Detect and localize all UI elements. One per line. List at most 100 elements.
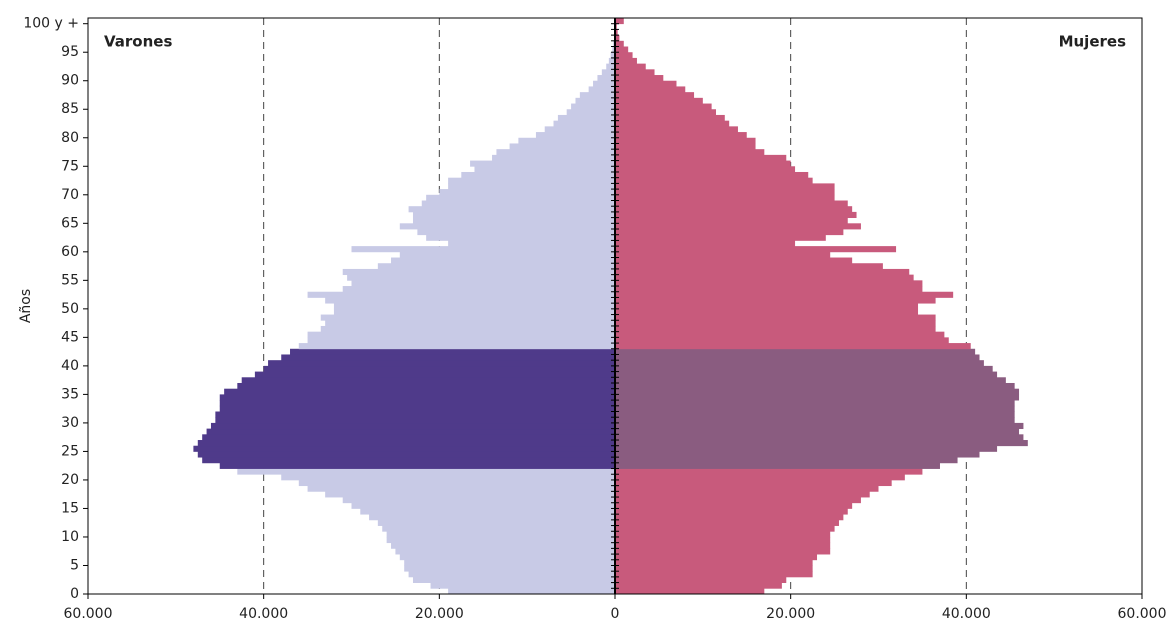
x-tick-label: 60.000 bbox=[64, 606, 113, 622]
bar bbox=[615, 377, 1006, 384]
x-tick-label: 20.000 bbox=[415, 606, 464, 622]
bar bbox=[615, 171, 809, 179]
bar bbox=[333, 308, 615, 315]
bar bbox=[615, 394, 1020, 401]
bar bbox=[615, 263, 883, 270]
bar bbox=[426, 194, 615, 201]
y-tick-label: 90 bbox=[61, 73, 79, 89]
bar bbox=[307, 291, 615, 298]
bar bbox=[263, 365, 615, 372]
bar bbox=[615, 491, 870, 498]
bar bbox=[615, 160, 791, 167]
bar bbox=[615, 103, 712, 110]
bar bbox=[615, 400, 1015, 407]
bar bbox=[215, 411, 615, 418]
y-tick-label: 25 bbox=[61, 443, 79, 459]
bar bbox=[492, 154, 615, 161]
bar bbox=[615, 80, 677, 87]
bar bbox=[219, 400, 615, 407]
bar bbox=[615, 257, 853, 264]
bar bbox=[210, 422, 615, 430]
bar bbox=[615, 542, 831, 549]
bar bbox=[439, 189, 615, 196]
bar bbox=[307, 485, 615, 492]
bar bbox=[615, 200, 848, 207]
bar bbox=[241, 377, 616, 384]
bar bbox=[601, 69, 615, 76]
bar bbox=[320, 325, 615, 333]
y-tick-label: 100 y + bbox=[23, 16, 79, 32]
bar bbox=[615, 365, 993, 372]
bar bbox=[615, 468, 923, 475]
bar bbox=[615, 497, 861, 504]
bar bbox=[615, 354, 980, 361]
bar bbox=[608, 57, 615, 65]
bar bbox=[448, 240, 615, 247]
bar bbox=[615, 548, 831, 555]
y-tick-label: 80 bbox=[61, 130, 79, 146]
bar bbox=[597, 75, 615, 82]
bar bbox=[615, 114, 725, 122]
bar bbox=[342, 497, 615, 504]
bar bbox=[615, 217, 848, 224]
x-tick-label: 20.000 bbox=[766, 606, 815, 622]
bar bbox=[615, 280, 923, 287]
bar bbox=[408, 206, 615, 213]
bar bbox=[377, 263, 615, 270]
y-tick-label: 70 bbox=[61, 187, 79, 203]
bar bbox=[615, 251, 831, 258]
bar bbox=[509, 143, 615, 150]
bar bbox=[615, 246, 897, 253]
bar bbox=[615, 211, 857, 219]
bar bbox=[412, 217, 615, 224]
bar bbox=[615, 434, 1024, 441]
bar bbox=[615, 126, 738, 133]
y-axis-label: Años bbox=[18, 289, 34, 323]
bar bbox=[386, 531, 615, 538]
bar bbox=[615, 75, 664, 82]
bar bbox=[325, 491, 615, 498]
bar bbox=[307, 331, 615, 338]
bar bbox=[615, 440, 1028, 447]
bar bbox=[615, 559, 813, 566]
bar bbox=[615, 291, 954, 298]
bar bbox=[615, 154, 787, 161]
bar bbox=[351, 246, 615, 253]
bar bbox=[496, 149, 615, 156]
bar bbox=[615, 234, 826, 241]
bar bbox=[224, 388, 615, 395]
y-tick-label: 95 bbox=[61, 44, 79, 60]
bar bbox=[325, 320, 615, 327]
bar bbox=[281, 474, 615, 481]
bar bbox=[307, 337, 615, 344]
bar bbox=[320, 314, 615, 321]
bar bbox=[615, 514, 844, 521]
x-tick-label: 40.000 bbox=[942, 606, 991, 622]
y-tick-label: 50 bbox=[61, 301, 79, 317]
bar bbox=[290, 348, 615, 355]
bar bbox=[615, 331, 945, 338]
y-tick-label: 20 bbox=[61, 472, 79, 488]
bar bbox=[615, 229, 844, 236]
bar bbox=[360, 508, 615, 515]
bar bbox=[615, 360, 984, 367]
legend-label: Varones bbox=[104, 33, 172, 51]
bar bbox=[215, 417, 615, 424]
bar bbox=[588, 86, 615, 93]
bar bbox=[615, 57, 637, 65]
y-tick-label: 40 bbox=[61, 358, 79, 374]
bar bbox=[193, 445, 615, 452]
bar bbox=[610, 52, 615, 59]
bar bbox=[351, 502, 615, 509]
y-tick-label: 75 bbox=[61, 158, 79, 174]
bar bbox=[615, 417, 1015, 424]
bar bbox=[615, 337, 949, 344]
bar bbox=[268, 360, 615, 367]
y-tick-label: 0 bbox=[70, 586, 79, 602]
bar bbox=[615, 240, 796, 247]
y-tick-label: 5 bbox=[70, 557, 79, 573]
bar bbox=[535, 132, 615, 139]
bar bbox=[461, 171, 615, 179]
y-tick-label: 15 bbox=[61, 500, 79, 516]
